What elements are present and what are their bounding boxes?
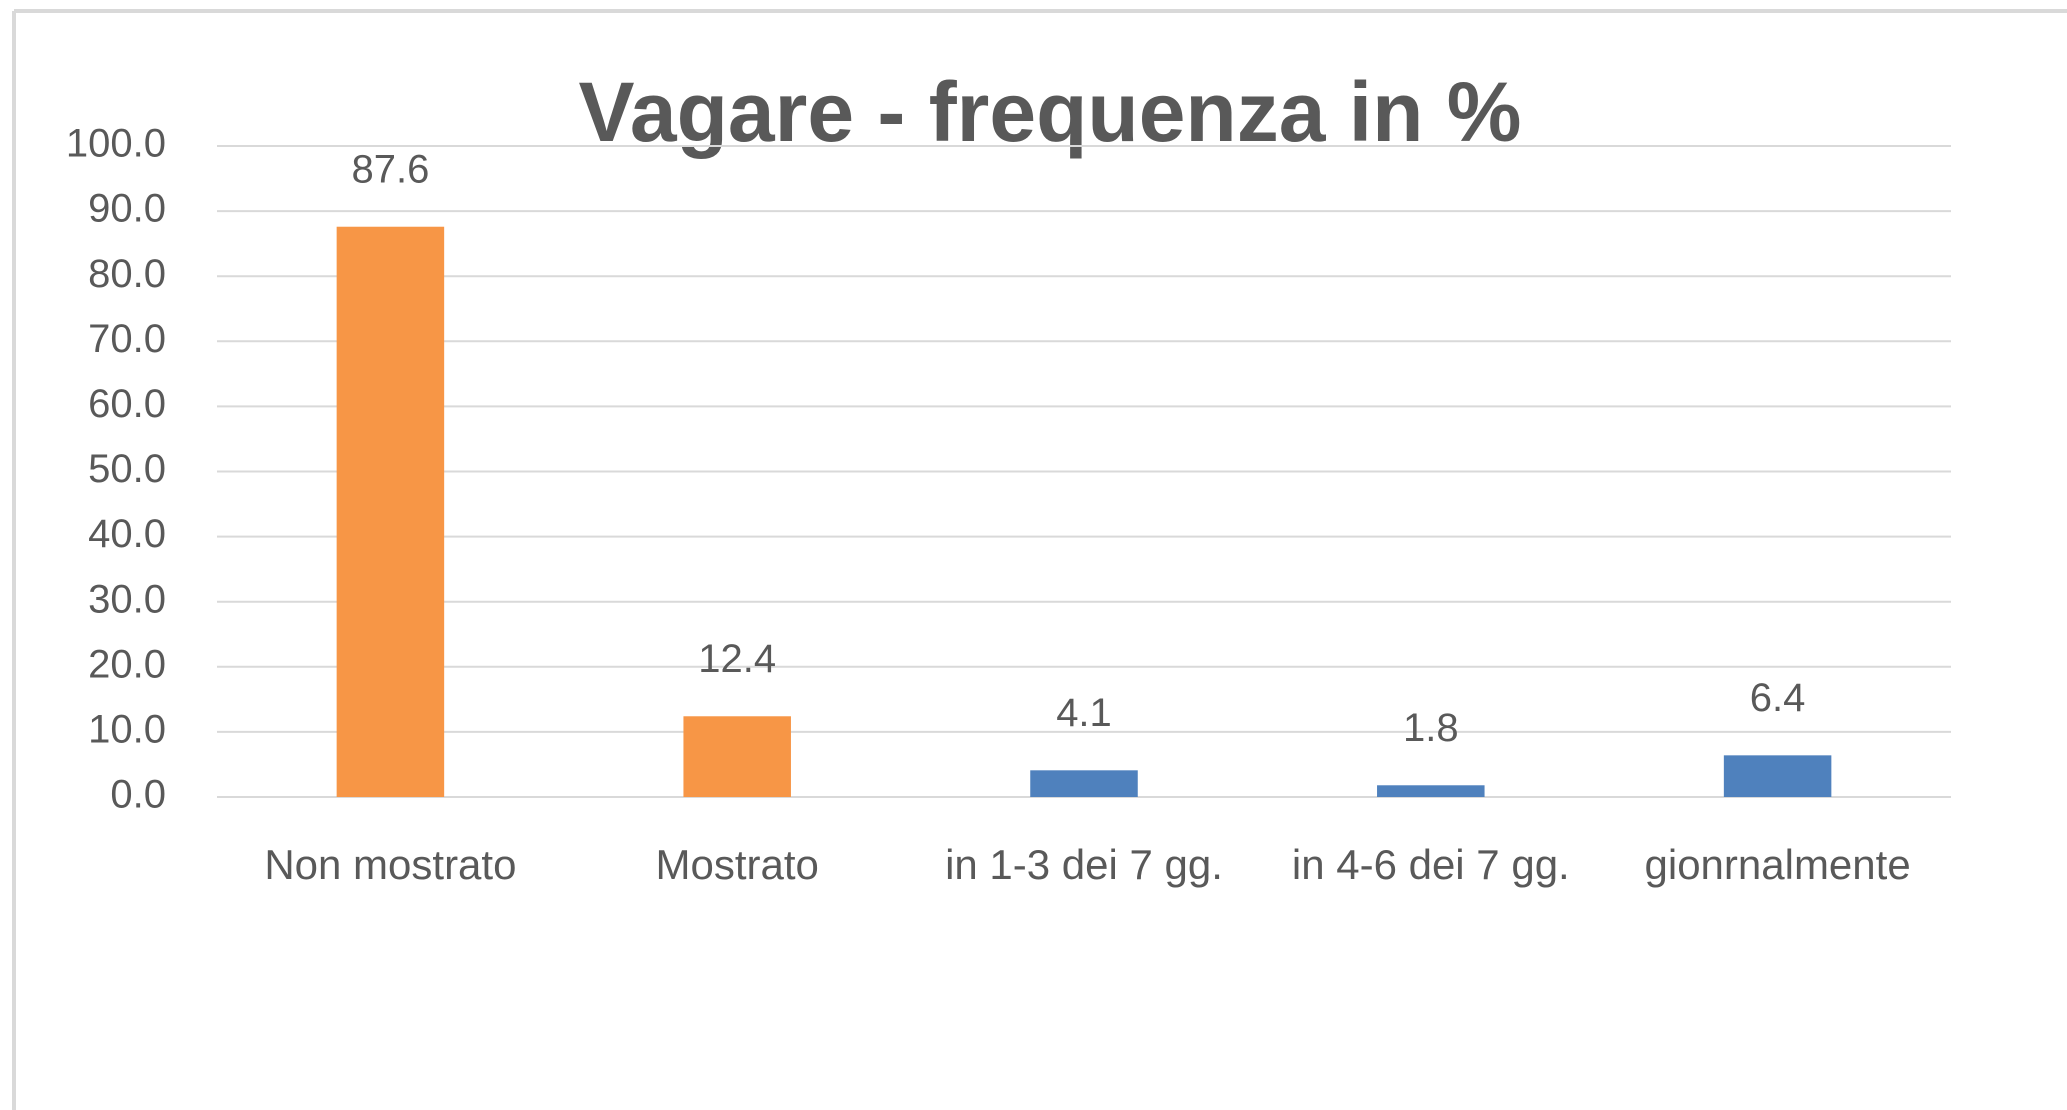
bar: [1030, 770, 1138, 797]
x-tick-label: in 1-3 dei 7 gg.: [945, 841, 1223, 888]
y-tick-label: 70.0: [88, 317, 166, 361]
y-tick-label: 40.0: [88, 512, 166, 556]
value-label: 1.8: [1403, 706, 1459, 750]
bar: [1723, 755, 1832, 797]
y-tick-label: 20.0: [88, 642, 166, 686]
x-tick-label: in 4-6 dei 7 gg.: [1292, 841, 1570, 888]
y-tick-label: 90.0: [88, 187, 166, 231]
value-label: 4.1: [1056, 691, 1112, 735]
value-label: 12.4: [698, 637, 776, 681]
y-tick-label: 50.0: [88, 447, 166, 491]
value-label: 87.6: [351, 147, 429, 191]
y-tick-label: 60.0: [88, 382, 166, 426]
y-tick-label: 30.0: [88, 577, 166, 621]
value-label: 6.4: [1750, 676, 1806, 720]
y-tick-label: 80.0: [88, 252, 166, 296]
bar: [683, 716, 791, 797]
x-tick-label: Non mostrato: [264, 841, 516, 888]
y-tick-label: 10.0: [88, 707, 166, 751]
bar: [1377, 785, 1485, 797]
x-tick-label: gionrnalmente: [1645, 841, 1911, 888]
x-tick-label: Mostrato: [656, 841, 819, 888]
bar: [336, 226, 445, 797]
y-tick-label: 100.0: [66, 122, 166, 166]
chart-title: Vagare - frequenza in %: [579, 65, 1522, 159]
y-tick-label: 0.0: [110, 773, 166, 817]
